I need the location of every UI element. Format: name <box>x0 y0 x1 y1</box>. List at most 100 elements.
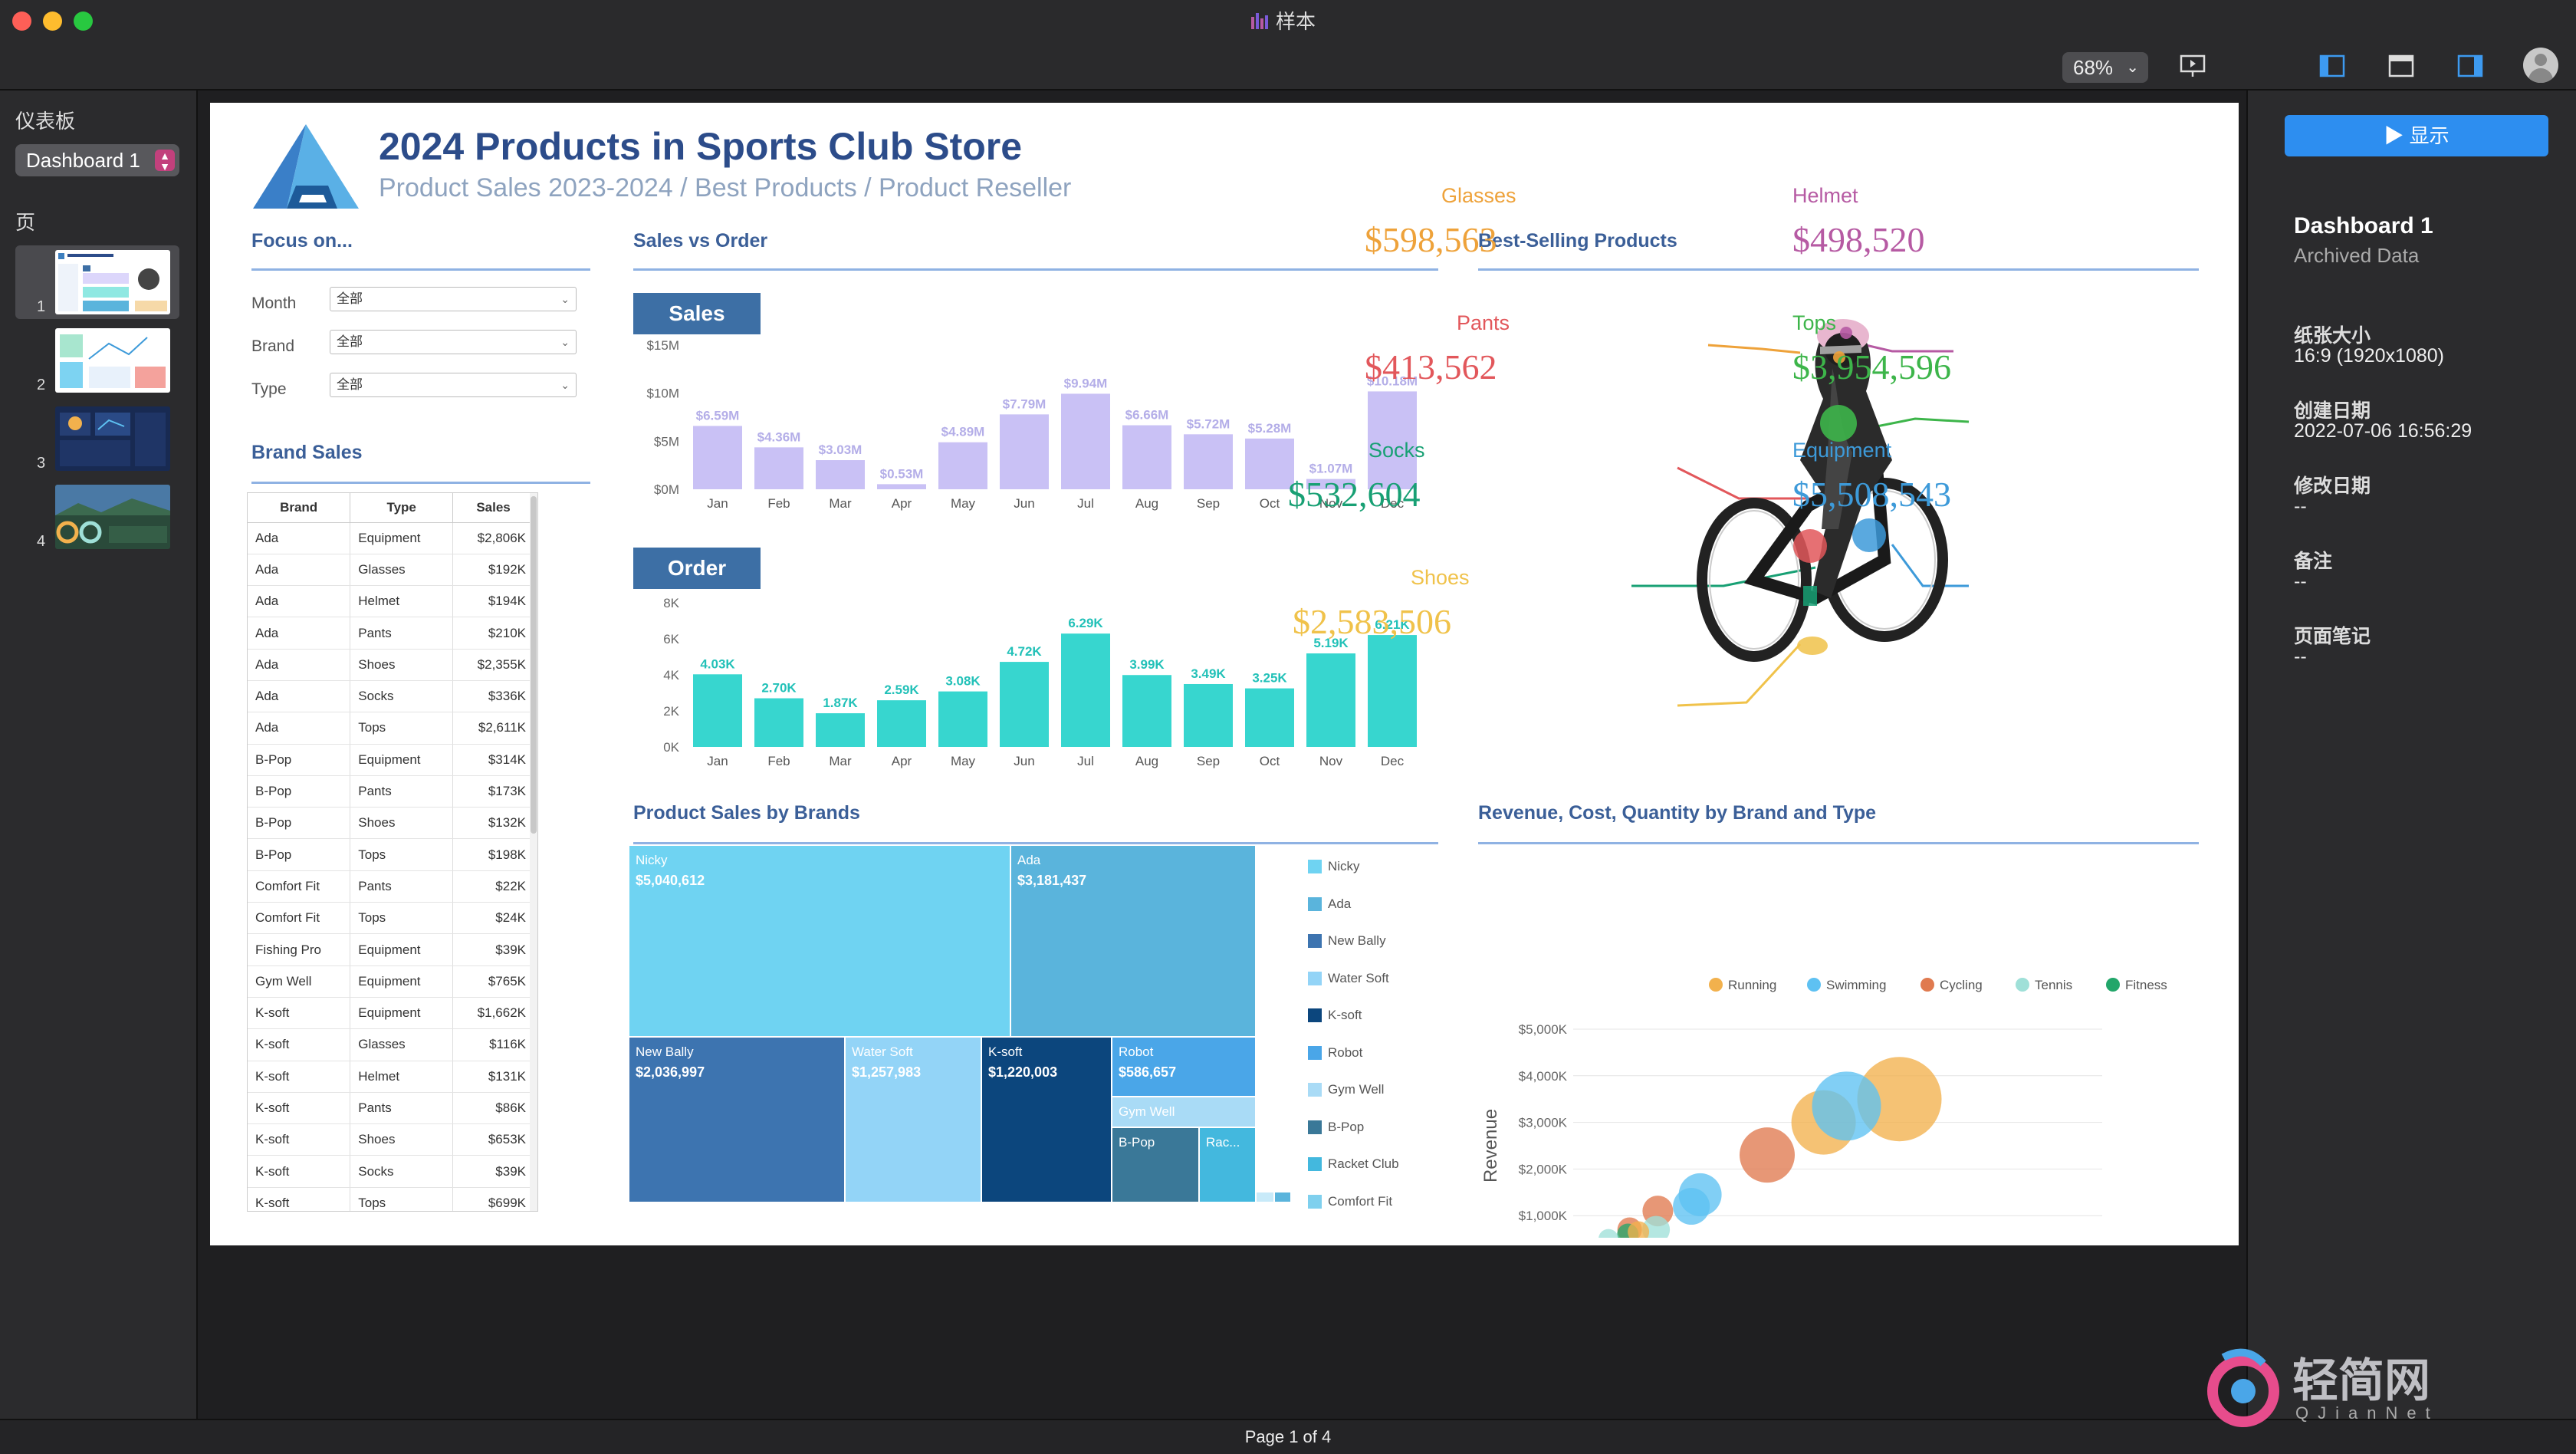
window-title: 样本 <box>1250 6 1316 35</box>
order-x-tick: Dec <box>1381 754 1405 768</box>
treemap-tile[interactable] <box>1256 1192 1274 1202</box>
best-selling-product-name: Helmet <box>1792 184 1858 207</box>
table-row[interactable]: K-soft Equipment $1,662K <box>248 997 534 1030</box>
table-scrollbar[interactable] <box>530 493 537 1211</box>
order-chart-label: Order <box>633 548 761 589</box>
maximize-window-button[interactable] <box>74 12 93 31</box>
order-data-label: 2.59K <box>884 683 919 697</box>
treemap-tile[interactable]: Ada $3,181,437 <box>1010 845 1256 1037</box>
treemap-tile[interactable]: Nicky $5,040,612 <box>629 845 1010 1037</box>
treemap-tile[interactable] <box>1274 1192 1291 1202</box>
order-bar <box>877 700 926 747</box>
table-row[interactable]: B-Pop Shoes $132K <box>248 807 534 840</box>
dashboard-select[interactable]: Dashboard 1 ▲ ▼ <box>15 144 179 176</box>
table-row[interactable]: Comfort Fit Pants $22K <box>248 870 534 903</box>
table-row[interactable]: Ada Glasses $192K <box>248 554 534 587</box>
legend-label: Water Soft <box>1328 970 1389 985</box>
sales-bar <box>1245 438 1294 489</box>
treemap-tile-label: Rac... <box>1206 1135 1240 1150</box>
table-row[interactable]: B-Pop Tops $198K <box>248 838 534 871</box>
table-row[interactable]: K-soft Helmet $131K <box>248 1061 534 1093</box>
sales-x-tick: Aug <box>1135 496 1158 511</box>
treemap-legend-item[interactable]: Nicky <box>1308 859 1360 874</box>
treemap-tile-value: $5,040,612 <box>636 872 705 888</box>
scrollbar-thumb[interactable] <box>531 496 537 834</box>
user-avatar-icon[interactable] <box>2523 48 2558 83</box>
order-data-label: 3.49K <box>1191 666 1226 681</box>
table-row[interactable]: Ada Tops $2,611K <box>248 712 534 745</box>
page-thumbnail-4[interactable]: 4 <box>15 480 179 554</box>
toggle-right-sidebar-icon[interactable] <box>2456 54 2484 78</box>
table-row[interactable]: K-soft Shoes $653K <box>248 1123 534 1156</box>
treemap-tile[interactable]: Water Soft $1,257,983 <box>845 1037 981 1202</box>
treemap-legend-item[interactable]: Ada <box>1308 896 1351 912</box>
table-row[interactable]: Ada Socks $336K <box>248 680 534 713</box>
table-row[interactable]: K-soft Glasses $116K <box>248 1028 534 1061</box>
table-row[interactable]: Fishing Pro Equipment $39K <box>248 933 534 966</box>
treemap-legend-item[interactable]: Water Soft <box>1308 971 1389 986</box>
table-row[interactable]: Gym Well Equipment $765K <box>248 965 534 998</box>
table-row[interactable]: B-Pop Equipment $314K <box>248 744 534 776</box>
zoom-select[interactable]: 68% ⌄ <box>2062 52 2148 83</box>
table-row[interactable]: Ada Shoes $2,355K <box>248 649 534 681</box>
table-row[interactable]: K-soft Tops $699K <box>248 1187 534 1211</box>
sales-bar <box>816 460 865 489</box>
treemap-tile[interactable]: B-Pop <box>1112 1127 1199 1202</box>
treemap-legend-item[interactable]: Racket Club <box>1308 1156 1399 1172</box>
treemap-tile[interactable]: Rac... <box>1199 1127 1256 1202</box>
toggle-left-sidebar-icon[interactable] <box>2318 54 2346 78</box>
treemap-tile-label: Nicky <box>636 853 668 867</box>
page-thumbnail-3[interactable]: 3 <box>15 402 179 475</box>
sales-bar <box>938 442 987 489</box>
close-window-button[interactable] <box>12 12 31 31</box>
type-cell: Socks <box>350 680 454 713</box>
page-preview-image <box>55 406 170 471</box>
treemap-legend-item[interactable]: Robot <box>1308 1045 1362 1061</box>
table-row[interactable]: Ada Pants $210K <box>248 617 534 650</box>
sales-data-label: $10.18M <box>1367 373 1418 388</box>
scatter-legend-label: Cycling <box>1940 978 1983 992</box>
table-row[interactable]: K-soft Socks $39K <box>248 1155 534 1188</box>
type-cell: Tops <box>350 712 454 745</box>
sales-data-label: $1.07M <box>1309 462 1353 476</box>
order-x-tick: Jun <box>1014 754 1034 768</box>
present-icon[interactable] <box>2179 54 2206 78</box>
legend-label: B-Pop <box>1328 1119 1365 1134</box>
brand-sales-table[interactable]: Brand Type Sales Ada Equipment $2,806K Ada G… <box>247 492 538 1212</box>
month-filter-select[interactable]: 全部 ⌄ <box>330 287 577 311</box>
table-row[interactable]: Ada Helmet $194K <box>248 585 534 618</box>
column-header-type[interactable]: Type <box>350 493 454 523</box>
treemap-tile-label: New Bally <box>636 1044 694 1059</box>
column-header-brand[interactable]: Brand <box>248 493 351 523</box>
window-titlebar: 样本 68% ⌄ <box>0 0 2576 90</box>
treemap-legend-item[interactable]: B-Pop <box>1308 1120 1364 1135</box>
table-row[interactable]: B-Pop Pants $173K <box>248 775 534 808</box>
scatter-bubble <box>1642 1216 1671 1238</box>
page-thumbnail-2[interactable]: 2 <box>15 324 179 397</box>
notes-label: 备注 <box>2294 551 2333 572</box>
minimize-window-button[interactable] <box>43 12 62 31</box>
treemap-legend-item[interactable]: New Bally <box>1308 933 1386 949</box>
brand-filter-select[interactable]: 全部 ⌄ <box>330 330 577 354</box>
order-data-label: 6.21K <box>1375 617 1410 632</box>
table-row[interactable]: Comfort Fit Tops $24K <box>248 902 534 935</box>
column-header-sales[interactable]: Sales <box>452 493 534 523</box>
type-filter-select[interactable]: 全部 ⌄ <box>330 373 577 397</box>
brand-cell: Ada <box>248 585 351 618</box>
treemap-tile[interactable]: Robot $586,657 <box>1112 1037 1256 1097</box>
treemap-tile[interactable]: New Bally $2,036,997 <box>629 1037 845 1202</box>
treemap-legend-item[interactable]: Comfort Fit <box>1308 1194 1392 1209</box>
show-button[interactable]: ▶ 显示 <box>2285 115 2548 156</box>
treemap-tile[interactable]: K-soft $1,220,003 <box>981 1037 1112 1202</box>
treemap-tile[interactable]: Gym Well <box>1112 1097 1256 1127</box>
page-thumbnail-1[interactable]: 1 <box>15 245 179 319</box>
table-row[interactable]: K-soft Pants $86K <box>248 1092 534 1125</box>
page-indicator: Page 1 of 4 <box>1244 1427 1332 1446</box>
scatter-y-tick: $2,000K <box>1519 1162 1568 1176</box>
treemap-legend-item[interactable]: Gym Well <box>1308 1082 1384 1097</box>
table-row[interactable]: Ada Equipment $2,806K <box>248 522 534 554</box>
sales-y-tick: $0M <box>654 482 679 497</box>
window-layout-icon[interactable] <box>2387 54 2415 78</box>
type-cell: Tops <box>350 902 454 935</box>
treemap-legend-item[interactable]: K-soft <box>1308 1008 1362 1023</box>
